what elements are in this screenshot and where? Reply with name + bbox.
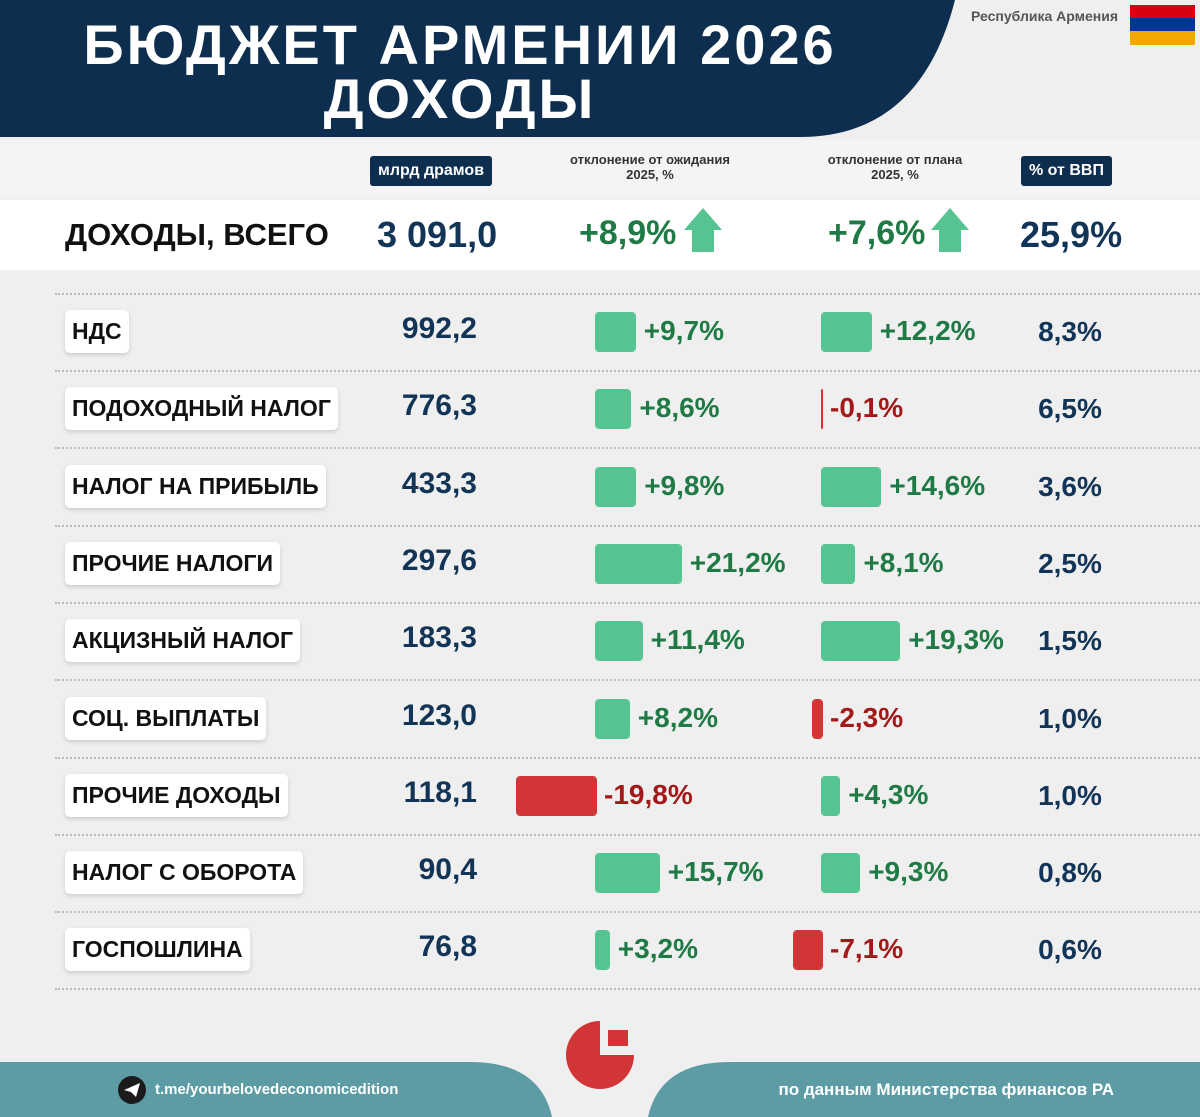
divider: [55, 447, 1200, 450]
amount: 433,3: [401, 466, 477, 500]
divider: [55, 601, 1200, 604]
value-label: -0,1%: [830, 392, 904, 424]
value-label: -7,1%: [830, 933, 904, 965]
amount: 776,3: [401, 389, 477, 423]
value-label: +3,2%: [617, 933, 698, 965]
row-label: ПОДОХОДНЫЙ НАЛОГ: [65, 387, 338, 431]
gdp-share: 8,3%: [1038, 316, 1102, 347]
value-label: +9,3%: [868, 856, 949, 888]
gdp-share: 1,5%: [1038, 625, 1102, 657]
value-label: -19,8%: [604, 778, 693, 810]
divider: [55, 370, 1200, 372]
column-header: отклонение от ожидания 2025, %: [570, 152, 730, 182]
gdp-share: 1,0%: [1038, 702, 1102, 734]
footer-link[interactable]: t.me/yourbelovedeconomicedition: [155, 1081, 399, 1098]
value-label: +11,4%: [650, 624, 745, 656]
amount: 123,0: [401, 698, 477, 732]
row-label: НДС: [65, 310, 129, 353]
divider: [55, 911, 1200, 914]
country: Республика Армения: [971, 8, 1118, 24]
divider: [55, 293, 1200, 295]
bar: [820, 621, 901, 662]
bar: [792, 930, 823, 971]
value-label: +14,6%: [889, 469, 986, 501]
column-header: % от ВВП: [1021, 156, 1112, 186]
bar: [595, 543, 682, 584]
title: ДОХОДЫ: [323, 67, 597, 130]
value-label: +9,7%: [643, 315, 724, 346]
value-label: +15,7%: [667, 856, 764, 888]
divider: [55, 988, 1200, 991]
divider: [55, 524, 1200, 527]
amount: 992,2: [401, 312, 477, 345]
bar: [811, 698, 824, 739]
row-label: ПРОЧИЕ ДОХОДЫ: [65, 773, 288, 817]
row-label: НАЛОГ С ОБОРОТА: [65, 851, 304, 895]
value-label: +8,2%: [637, 701, 718, 733]
bar: [595, 312, 636, 352]
gdp-share: 0,6%: [1038, 934, 1102, 966]
value-label: +9,8%: [644, 469, 725, 501]
amount: 183,3: [401, 621, 477, 655]
amount: 118,1: [403, 775, 477, 809]
row-label: АКЦИЗНЫЙ НАЛОГ: [65, 619, 301, 663]
value-label: +8,6%: [639, 392, 720, 424]
bar: [821, 312, 872, 352]
footer-source: по данным Министерства финансов РА: [778, 1080, 1114, 1099]
total-vs-plan: +7,6%: [828, 214, 926, 252]
total-amount: 3 091,0: [377, 214, 498, 255]
value-label: +12,2%: [879, 315, 976, 346]
column-header: отклонение от плана 2025, %: [827, 152, 963, 182]
bar: [515, 775, 597, 816]
row-label: СОЦ. ВЫПЛАТЫ: [65, 696, 267, 740]
total-label: ДОХОДЫ, ВСЕГО: [65, 217, 329, 252]
gdp-share: 2,5%: [1038, 547, 1102, 579]
row-label: ГОСПОШЛИНА: [65, 928, 250, 972]
gdp-share: 1,0%: [1038, 779, 1102, 811]
total-vs-expected: +8,9%: [579, 214, 677, 252]
column-header: млрд драмов: [370, 156, 493, 186]
total-gdp: 25,9%: [1020, 214, 1123, 255]
value-label: +21,2%: [689, 546, 786, 578]
amount: 76,8: [418, 930, 477, 964]
bar: [594, 466, 637, 507]
bar: [594, 389, 632, 430]
bar: [820, 466, 882, 507]
divider: [55, 833, 1200, 836]
bar: [595, 930, 610, 971]
value-label: +4,3%: [848, 778, 929, 810]
bar: [595, 698, 630, 739]
gdp-share: 0,8%: [1038, 857, 1102, 889]
value-label: -2,3%: [830, 701, 904, 733]
bar: [595, 853, 660, 894]
value-label: +19,3%: [908, 624, 1004, 656]
bar: [595, 621, 643, 662]
row-label: ПРОЧИЕ НАЛОГИ: [65, 541, 280, 585]
title: БЮДЖЕТ АРМЕНИИ 2026: [83, 13, 837, 76]
bar: [820, 775, 841, 816]
value-label: +8,1%: [863, 546, 944, 578]
bar: [820, 853, 861, 894]
gdp-share: 3,6%: [1038, 470, 1102, 502]
amount: 90,4: [418, 853, 477, 887]
amount: 297,6: [401, 543, 477, 577]
bar: [820, 543, 856, 584]
row-label: НАЛОГ НА ПРИБЫЛЬ: [65, 464, 326, 508]
divider: [55, 679, 1200, 682]
divider: [55, 756, 1200, 759]
gdp-share: 6,5%: [1038, 393, 1102, 425]
